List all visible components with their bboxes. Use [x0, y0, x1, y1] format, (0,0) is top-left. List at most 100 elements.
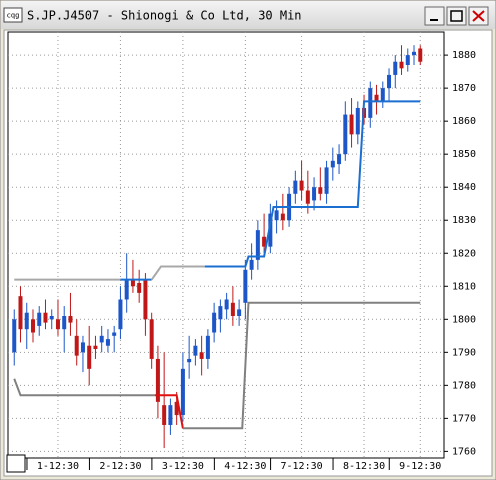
candle-body	[74, 335, 79, 356]
window-buttons[interactable]	[424, 6, 489, 26]
x-tick-label: 7-12:30	[281, 461, 323, 472]
candle-body	[43, 312, 48, 323]
y-tick-label: 1870	[452, 83, 476, 94]
candle-body	[80, 342, 85, 353]
candle-body	[293, 180, 298, 194]
candle-body	[87, 345, 92, 369]
candle-body	[105, 339, 110, 346]
candle-body	[318, 187, 323, 194]
candle-body	[199, 352, 204, 359]
candle-body	[149, 319, 154, 359]
candle-body	[37, 312, 42, 326]
candle-body	[268, 213, 273, 247]
channel-line	[150, 265, 205, 281]
candle-body	[393, 61, 398, 75]
app-icon-label: cqg	[7, 12, 20, 20]
candle-body	[112, 332, 117, 336]
close-icon	[472, 10, 485, 22]
candle-body	[174, 401, 179, 416]
candle-body	[155, 358, 160, 402]
candle-body	[387, 74, 392, 89]
window-title: S.JP.J4507 - Shionogi & Co Ltd, 30 Min	[27, 9, 302, 23]
x-tick-label: 4-12:30	[224, 461, 266, 472]
candle-body	[368, 88, 373, 118]
x-tick-label: 8-12:30	[343, 461, 385, 472]
candle-body	[343, 114, 348, 155]
candle-body	[68, 316, 73, 323]
candle-body	[162, 405, 167, 425]
candle-body	[405, 55, 410, 66]
y-tick-label: 1810	[452, 281, 476, 292]
candle-body	[299, 180, 304, 191]
candle-body	[337, 154, 342, 165]
y-tick-label: 1880	[452, 50, 476, 61]
candle-body	[324, 167, 329, 194]
candle-body	[262, 236, 267, 247]
candle-body	[237, 309, 242, 316]
x-tick-label: 2-12:30	[99, 461, 141, 472]
candle-body	[99, 335, 104, 343]
y-tick-label: 1790	[452, 347, 476, 358]
candle-body	[374, 94, 379, 102]
y-tick-label: 1800	[452, 314, 476, 325]
candle-body	[193, 345, 198, 356]
minimize-button[interactable]	[424, 6, 445, 26]
candle-body	[212, 312, 217, 333]
candle-body	[230, 302, 235, 316]
channel-line	[182, 301, 421, 430]
candle-body	[380, 88, 385, 102]
candle-body	[355, 107, 360, 135]
channel-line	[13, 378, 155, 397]
maximize-icon	[450, 10, 463, 22]
x-tick-label: 3-12:30	[162, 461, 204, 472]
y-tick-label: 1770	[452, 413, 476, 424]
candle-body	[62, 316, 67, 330]
candle-body	[312, 187, 317, 201]
channel-line	[204, 100, 421, 268]
candle-body	[18, 296, 23, 330]
candle-body	[24, 312, 29, 330]
candle-body	[55, 319, 60, 330]
y-tick-label: 1760	[452, 446, 476, 457]
candle-body	[218, 306, 223, 320]
candle-body	[12, 319, 17, 353]
x-tick-label: 9-12:30	[399, 461, 441, 472]
y-tick-label: 1840	[452, 182, 476, 193]
title-bar	[1, 1, 495, 29]
candle-body	[205, 335, 210, 359]
candle-body	[274, 210, 279, 221]
candle-body	[124, 279, 129, 300]
y-tick-label: 1860	[452, 116, 476, 127]
candle-body	[130, 279, 135, 287]
candle-body	[93, 345, 98, 350]
candle-body	[49, 316, 54, 320]
candle-body	[180, 368, 185, 416]
candle-body	[243, 269, 248, 303]
candle-body	[399, 61, 404, 69]
candle-body	[118, 299, 123, 330]
plot-area	[7, 31, 445, 459]
candle-body	[418, 48, 423, 62]
y-tick-label: 1820	[452, 248, 476, 259]
candle-body	[143, 279, 148, 320]
candle-body	[224, 299, 229, 310]
y-tick-label: 1850	[452, 149, 476, 160]
candle-body	[137, 282, 142, 293]
y-tick-label: 1780	[452, 380, 476, 391]
corner-box[interactable]	[6, 454, 26, 473]
candle-body	[249, 259, 254, 270]
candle-body	[30, 319, 35, 333]
candle-body	[168, 405, 173, 425]
candle-body	[412, 51, 417, 56]
candle-body	[305, 190, 310, 204]
y-tick-label: 1830	[452, 215, 476, 226]
candle-body	[330, 160, 335, 168]
channel-line	[154, 394, 184, 429]
x-tick-label: 1-12:30	[37, 461, 79, 472]
app-icon	[3, 7, 23, 23]
candle-body	[255, 230, 260, 260]
maximize-button[interactable]	[446, 6, 467, 26]
candle-body	[187, 358, 192, 363]
candle-body	[280, 213, 285, 221]
